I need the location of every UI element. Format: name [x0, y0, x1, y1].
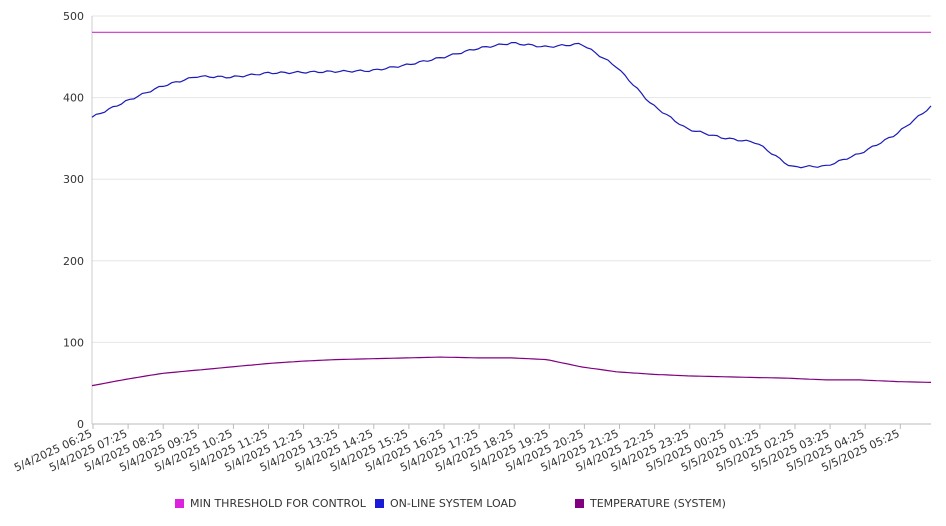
y-tick-label: 400 — [63, 92, 84, 105]
legend-item-temperature[interactable]: TEMPERATURE (SYSTEM) — [575, 497, 726, 510]
chart-series — [91, 31, 932, 387]
legend-label-min-threshold: MIN THRESHOLD FOR CONTROL — [190, 497, 366, 510]
y-tick-label: 200 — [63, 255, 84, 268]
y-tick-label: 0 — [77, 418, 84, 431]
legend-label-system-load: ON-LINE SYSTEM LOAD — [390, 497, 517, 510]
chart-grid — [92, 15, 931, 343]
y-tick-label: 500 — [63, 10, 84, 23]
y-axis-ticks: 0 100 200 300 400 500 — [63, 10, 84, 431]
series-line-1 — [91, 41, 932, 169]
chart-axes — [91, 16, 931, 425]
legend-item-min-threshold[interactable]: MIN THRESHOLD FOR CONTROL — [175, 497, 366, 510]
chart-legend: MIN THRESHOLD FOR CONTROL ON-LINE SYSTEM… — [0, 497, 946, 515]
y-tick-label: 100 — [63, 336, 84, 349]
legend-swatch-min-threshold — [175, 499, 184, 508]
legend-label-temperature: TEMPERATURE (SYSTEM) — [590, 497, 726, 510]
x-axis-ticks: 5/4/2025 06:255/4/2025 07:255/4/2025 08:… — [12, 424, 902, 474]
series-line-2 — [91, 356, 932, 387]
legend-item-system-load[interactable]: ON-LINE SYSTEM LOAD — [375, 497, 516, 510]
y-tick-label: 300 — [63, 173, 84, 186]
legend-swatch-system-load — [375, 499, 384, 508]
legend-swatch-temperature — [575, 499, 584, 508]
